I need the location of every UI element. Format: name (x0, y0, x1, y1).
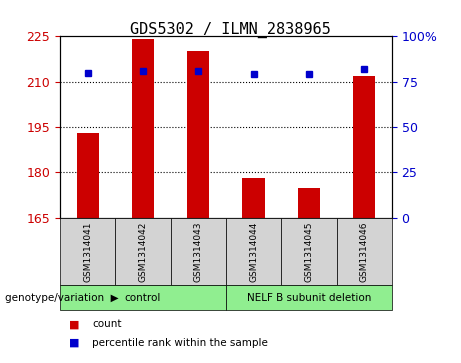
Text: count: count (92, 319, 122, 330)
Text: ■: ■ (69, 338, 80, 348)
Bar (298, 188, 320, 218)
Text: percentile rank within the sample: percentile rank within the sample (92, 338, 268, 348)
Text: GSM1314041: GSM1314041 (83, 221, 92, 282)
Bar (353, 76, 375, 218)
Text: GSM1314043: GSM1314043 (194, 221, 203, 282)
Text: GSM1314046: GSM1314046 (360, 221, 369, 282)
Text: GDS5302 / ILMN_2838965: GDS5302 / ILMN_2838965 (130, 22, 331, 38)
Text: ■: ■ (69, 319, 80, 330)
Text: control: control (125, 293, 161, 303)
Text: GSM1314044: GSM1314044 (249, 221, 258, 282)
Bar (187, 52, 209, 218)
Text: genotype/variation  ▶: genotype/variation ▶ (5, 293, 118, 303)
Text: GSM1314042: GSM1314042 (138, 221, 148, 282)
Bar (77, 133, 99, 218)
Text: GSM1314045: GSM1314045 (304, 221, 313, 282)
Bar (242, 179, 265, 218)
Text: NELF B subunit deletion: NELF B subunit deletion (247, 293, 371, 303)
Bar (132, 39, 154, 218)
